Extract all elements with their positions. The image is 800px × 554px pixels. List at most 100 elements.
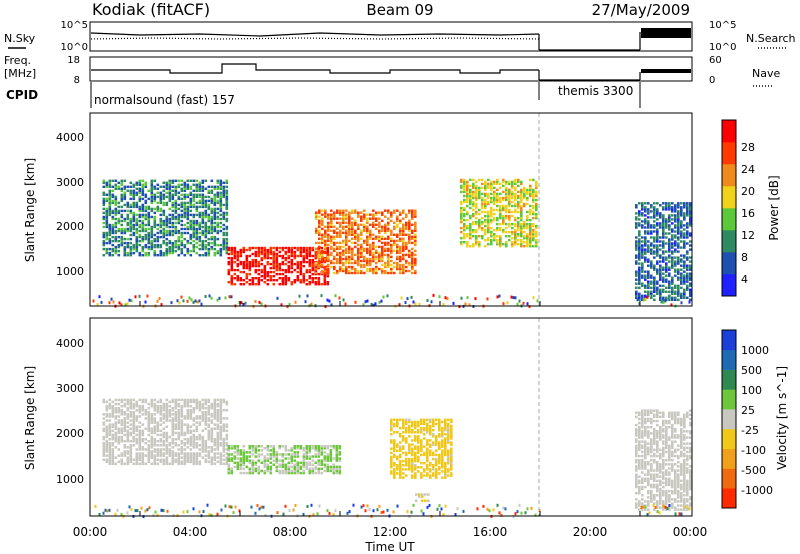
power-cell — [469, 237, 472, 240]
power-cell — [162, 231, 166, 235]
power-cell — [641, 256, 644, 259]
power-cell — [132, 203, 136, 207]
velocity-cell — [305, 463, 309, 466]
power-cell — [129, 209, 133, 213]
power-cell — [662, 226, 665, 229]
velocity-cell — [269, 469, 273, 473]
power-cell — [153, 211, 157, 215]
velocity-cell — [435, 474, 438, 477]
power-cell — [192, 221, 196, 225]
velocity-cell — [132, 425, 136, 428]
power-cell — [411, 213, 414, 216]
power-cell — [502, 230, 505, 234]
velocity-cell — [290, 455, 294, 458]
power-cell — [499, 204, 502, 208]
velocity-cell — [284, 453, 288, 456]
power-cell — [144, 235, 148, 239]
power-cell — [414, 227, 417, 230]
power-cell — [321, 251, 324, 255]
velocity-cell — [165, 448, 169, 451]
power-cell — [210, 219, 214, 223]
power-cbar-tick-12: 12 — [741, 229, 755, 242]
power-cell — [302, 272, 306, 276]
power-cell — [207, 199, 211, 203]
velocity-cell — [275, 469, 279, 473]
power-cell — [647, 280, 650, 283]
power-cell — [318, 211, 321, 214]
power-cell — [399, 269, 402, 273]
power-cell — [671, 282, 674, 285]
power-cell — [338, 296, 341, 300]
velocity-cell — [210, 413, 214, 416]
power-cell — [120, 179, 124, 182]
power-cell — [402, 209, 405, 212]
power-cell — [311, 264, 315, 268]
power-cell — [204, 227, 208, 231]
power-cell — [680, 214, 683, 217]
power-cell — [171, 181, 175, 184]
velocity-cell — [411, 447, 414, 450]
power-cell — [487, 182, 490, 186]
power-cell — [674, 262, 677, 265]
velocity-cell — [189, 456, 193, 459]
power-cell — [288, 302, 291, 306]
power-cell — [659, 276, 662, 279]
power-cell — [324, 235, 327, 238]
power-cell — [484, 202, 487, 206]
power-cell — [227, 281, 231, 284]
velocity-cell — [417, 428, 420, 432]
power-cell — [168, 195, 172, 199]
velocity-cell — [150, 444, 154, 447]
power-cell — [653, 278, 656, 281]
velocity-cell — [405, 428, 408, 432]
power-cell — [105, 213, 109, 217]
power-cell — [287, 260, 291, 264]
power-cell — [529, 188, 532, 192]
velocity-cell — [414, 420, 417, 424]
power-cell — [245, 272, 249, 276]
power-cell — [686, 226, 689, 229]
power-cell — [668, 208, 671, 211]
power-cbar-tick-8: 8 — [741, 251, 748, 264]
power-cell — [324, 225, 327, 228]
power-cell — [219, 254, 223, 257]
power-cell — [225, 199, 229, 203]
velocity-cell — [195, 421, 199, 424]
power-cell — [123, 187, 127, 190]
power-cell — [656, 210, 659, 213]
power-cell — [662, 224, 665, 227]
power-cell — [535, 204, 538, 208]
power-cell — [210, 189, 214, 192]
power-cell — [399, 255, 402, 259]
velocity-cell — [245, 455, 249, 458]
velocity-cell — [195, 400, 199, 404]
power-cell — [290, 254, 294, 258]
power-cell — [348, 229, 351, 232]
velocity-cell — [332, 447, 336, 450]
power-cell — [117, 211, 121, 215]
velocity-cell — [417, 437, 420, 440]
velocity-cell — [156, 439, 160, 443]
power-cell — [677, 262, 680, 265]
power-cell — [132, 185, 136, 188]
power-cell — [135, 235, 139, 239]
velocity-cell — [117, 439, 121, 443]
power-cell — [150, 183, 154, 186]
power-cell — [129, 191, 133, 194]
power-cell — [411, 231, 414, 234]
power-cell — [493, 182, 496, 186]
power-cell — [653, 264, 656, 267]
nave-tick-low: 0 — [709, 75, 715, 86]
power-cell — [162, 185, 166, 188]
power-cell — [644, 297, 647, 301]
velocity-cell — [411, 459, 414, 463]
power-cell — [656, 238, 659, 241]
velocity-cell — [260, 453, 264, 456]
velocity-cell — [147, 454, 151, 457]
power-cell — [508, 204, 511, 208]
velocity-cell — [254, 451, 258, 454]
power-cell — [496, 198, 499, 202]
power-cell — [219, 221, 223, 225]
velocity-cell — [186, 417, 190, 420]
power-cell — [236, 277, 240, 280]
